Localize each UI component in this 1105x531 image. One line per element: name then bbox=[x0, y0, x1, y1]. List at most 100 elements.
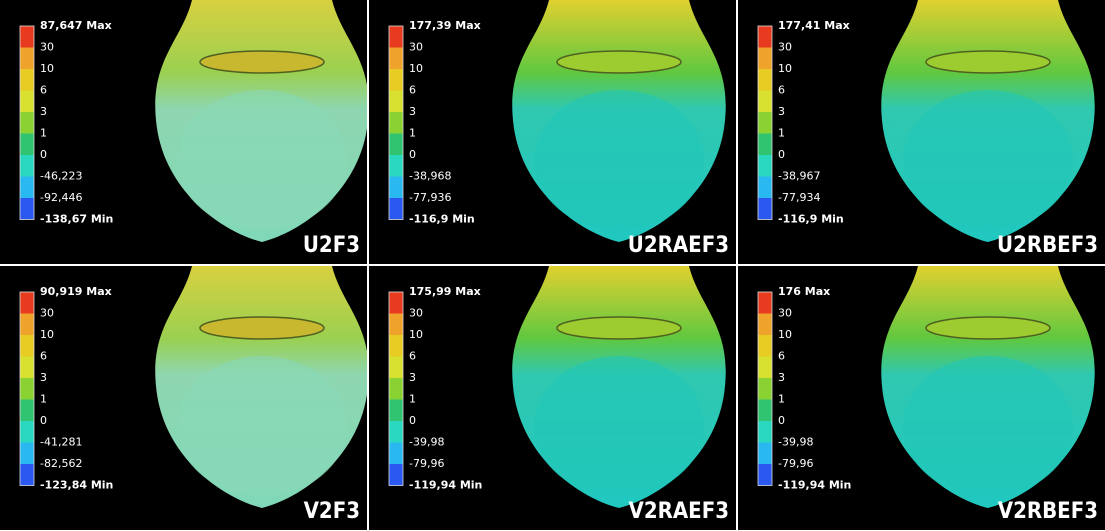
model-lower bbox=[177, 356, 347, 496]
model-lower bbox=[177, 90, 347, 230]
legend-swatch bbox=[389, 112, 403, 134]
legend-swatch bbox=[758, 48, 772, 70]
legend-label: 1 bbox=[409, 127, 416, 140]
legend-label: -38,968 bbox=[409, 170, 451, 183]
legend-label: 1 bbox=[778, 127, 785, 140]
legend-swatch bbox=[758, 155, 772, 177]
legend-label: 0 bbox=[778, 148, 785, 161]
legend-swatch bbox=[389, 335, 403, 357]
legend-label: 177,41 Max bbox=[778, 19, 850, 32]
legend-label: -79,96 bbox=[409, 457, 444, 470]
legend-label: 30 bbox=[409, 41, 423, 54]
panel: 90,919 Max30106310-41,281-82,562-123,84 … bbox=[0, 266, 367, 530]
legend-swatch bbox=[20, 464, 34, 486]
panel-grid: 87,647 Max30106310-46,223-92,446-138,67 … bbox=[0, 0, 1105, 531]
legend-swatch bbox=[389, 314, 403, 336]
model-lower bbox=[903, 90, 1073, 230]
panel: 87,647 Max30106310-46,223-92,446-138,67 … bbox=[0, 0, 367, 264]
legend-swatch bbox=[758, 378, 772, 400]
legend-swatch bbox=[20, 292, 34, 314]
legend-swatch bbox=[758, 443, 772, 465]
legend-swatch bbox=[20, 91, 34, 113]
legend-label: -119,94 Min bbox=[409, 479, 482, 492]
legend-label: 3 bbox=[40, 105, 47, 118]
page: 87,647 Max30106310-46,223-92,446-138,67 … bbox=[0, 0, 1105, 531]
legend-label: 3 bbox=[409, 371, 416, 384]
panel-label: V2RBEF3 bbox=[998, 499, 1098, 524]
legend-swatch bbox=[20, 177, 34, 199]
legend-swatch bbox=[758, 357, 772, 379]
legend-swatch bbox=[20, 48, 34, 70]
legend-swatch bbox=[758, 421, 772, 443]
legend-swatch bbox=[389, 48, 403, 70]
legend-swatch bbox=[758, 26, 772, 48]
legend-label: 1 bbox=[778, 393, 785, 406]
legend-label: 0 bbox=[40, 148, 47, 161]
legend-label: 10 bbox=[778, 62, 792, 75]
legend-label: 1 bbox=[40, 393, 47, 406]
legend-label: -92,446 bbox=[40, 191, 82, 204]
legend-label: 10 bbox=[409, 62, 423, 75]
legend-label: 1 bbox=[409, 393, 416, 406]
legend-label: 30 bbox=[778, 307, 792, 320]
legend-swatch bbox=[389, 378, 403, 400]
legend-swatch bbox=[758, 464, 772, 486]
legend-swatch bbox=[20, 357, 34, 379]
legend-label: 30 bbox=[409, 307, 423, 320]
legend-swatch bbox=[758, 91, 772, 113]
legend-label: 10 bbox=[40, 328, 54, 341]
model-disc bbox=[557, 51, 681, 73]
legend-swatch bbox=[758, 400, 772, 422]
legend-label: 6 bbox=[778, 84, 785, 97]
legend-swatch bbox=[389, 155, 403, 177]
legend-label: 10 bbox=[409, 328, 423, 341]
legend-swatch bbox=[389, 91, 403, 113]
legend-label: 87,647 Max bbox=[40, 19, 112, 32]
legend-label: 3 bbox=[778, 371, 785, 384]
legend-label: 6 bbox=[40, 84, 47, 97]
legend-label: -116,9 Min bbox=[778, 213, 844, 226]
legend-label: 0 bbox=[778, 414, 785, 427]
legend-swatch bbox=[389, 177, 403, 199]
legend-swatch bbox=[20, 26, 34, 48]
legend-label: -77,934 bbox=[778, 191, 820, 204]
legend-swatch bbox=[20, 421, 34, 443]
legend-swatch bbox=[389, 443, 403, 465]
legend-swatch bbox=[389, 134, 403, 156]
legend-swatch bbox=[20, 198, 34, 220]
legend-label: 10 bbox=[778, 328, 792, 341]
legend-swatch bbox=[20, 314, 34, 336]
legend-label: 30 bbox=[778, 41, 792, 54]
legend-label: -39,98 bbox=[778, 436, 813, 449]
legend-swatch bbox=[20, 112, 34, 134]
legend-label: -119,94 Min bbox=[778, 479, 851, 492]
legend-label: 6 bbox=[40, 350, 47, 363]
panel-label: U2RAEF3 bbox=[628, 233, 729, 258]
legend-swatch bbox=[758, 112, 772, 134]
legend-label: 3 bbox=[778, 105, 785, 118]
legend-label: 10 bbox=[40, 62, 54, 75]
legend-label: 0 bbox=[40, 414, 47, 427]
model-disc bbox=[557, 317, 681, 339]
legend-swatch bbox=[389, 357, 403, 379]
legend-label: 30 bbox=[40, 41, 54, 54]
legend-label: -77,936 bbox=[409, 191, 451, 204]
model-disc bbox=[200, 317, 324, 339]
legend-swatch bbox=[389, 400, 403, 422]
legend-label: -123,84 Min bbox=[40, 479, 113, 492]
legend-label: 6 bbox=[778, 350, 785, 363]
legend-swatch bbox=[758, 177, 772, 199]
legend-label: -79,96 bbox=[778, 457, 813, 470]
legend-label: -116,9 Min bbox=[409, 213, 475, 226]
legend-swatch bbox=[389, 292, 403, 314]
legend-label: 1 bbox=[40, 127, 47, 140]
legend-swatch bbox=[389, 464, 403, 486]
model-lower bbox=[534, 356, 704, 496]
legend-swatch bbox=[20, 69, 34, 91]
legend-label: 0 bbox=[409, 414, 416, 427]
legend-label: 0 bbox=[409, 148, 416, 161]
legend-swatch bbox=[758, 69, 772, 91]
